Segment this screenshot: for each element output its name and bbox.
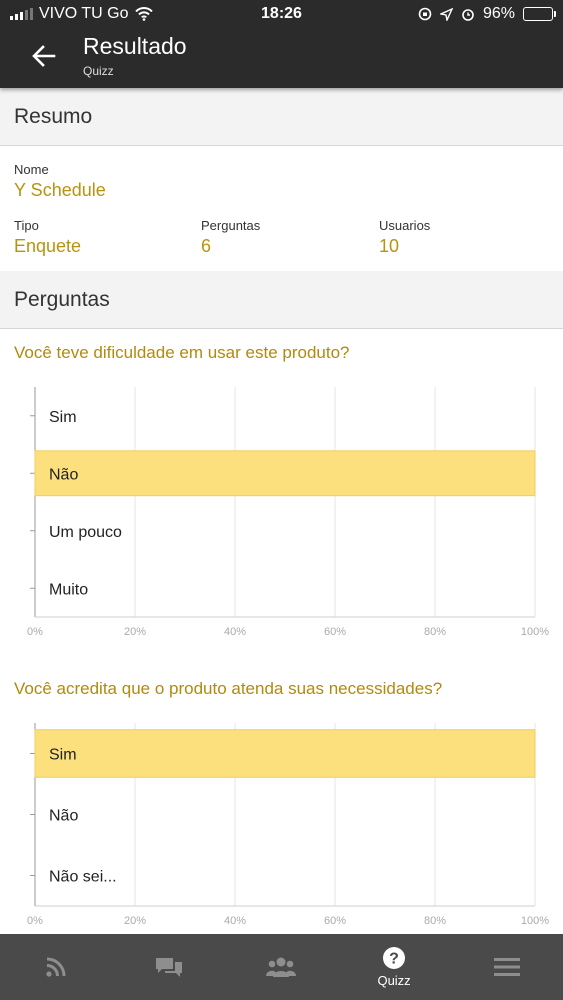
category-label: Sim	[49, 747, 77, 764]
field-usuarios: Usuarios 10	[379, 218, 430, 257]
x-tick-label: 60%	[324, 626, 346, 638]
question-title: Você teve dificuldade em usar este produ…	[14, 343, 350, 362]
users-icon	[266, 957, 297, 977]
nav-feed[interactable]	[0, 934, 113, 1000]
field-perguntas: Perguntas 6	[201, 218, 260, 257]
nome-value: Y Schedule	[14, 180, 106, 200]
svg-text:?: ?	[389, 951, 399, 968]
category-label: Sim	[49, 409, 77, 426]
perguntas-value: 6	[201, 236, 212, 256]
category-label: Um pouco	[49, 524, 122, 541]
carrier-name: VIVO TU Go	[39, 5, 129, 22]
menu-icon	[493, 958, 520, 976]
tipo-value: Enquete	[14, 236, 82, 256]
back-button[interactable]	[26, 38, 62, 74]
summary-heading: Resumo	[0, 88, 563, 146]
battery-icon	[523, 7, 556, 21]
signal-icon	[10, 8, 33, 20]
x-tick-label: 0%	[27, 915, 43, 927]
category-label: Não sei...	[49, 869, 117, 886]
nav-quizz[interactable]: ? Quizz	[338, 934, 451, 1000]
arrow-left-icon	[32, 45, 56, 67]
status-left: VIVO TU Go	[10, 5, 153, 23]
x-tick-label: 80%	[424, 915, 446, 927]
category-label: Não	[49, 808, 78, 825]
nav-users[interactable]	[225, 934, 338, 1000]
field-nome: Nome Y Schedule	[14, 162, 106, 201]
page-subtitle: Quizz	[83, 64, 114, 78]
x-tick-label: 100%	[521, 915, 549, 927]
question-chart: 0% 20% 40% 60% 80% 100% Sim Não Um pouco Muito	[0, 375, 563, 663]
question-title: Você acredita que o produto atenda suas …	[14, 679, 443, 698]
top-bar: VIVO TU Go 18:26 96%	[0, 0, 563, 88]
x-tick-label: 0%	[27, 626, 43, 638]
question-chart: 0% 20% 40% 60% 80% 100% Sim Não Não sei...	[0, 711, 563, 931]
x-tick-label: 40%	[224, 915, 246, 927]
rss-icon	[46, 957, 66, 977]
bar	[34, 450, 536, 497]
nav-chat[interactable]	[113, 934, 226, 1000]
status-time: 18:26	[261, 5, 302, 22]
bottom-nav: ? Quizz	[0, 934, 563, 1000]
question-icon: ?	[383, 947, 406, 969]
x-tick-label: 100%	[521, 626, 549, 638]
x-tick-label: 20%	[124, 626, 146, 638]
usuarios-label: Usuarios	[379, 218, 431, 233]
usuarios-value: 10	[379, 236, 400, 256]
wifi-icon	[134, 7, 153, 21]
bar-chart: 0% 20% 40% 60% 80% 100% Sim Não Não sei...	[27, 723, 549, 927]
summary-panel: Nome Y Schedule Tipo Enquete Perguntas 6…	[0, 146, 563, 271]
nav-menu[interactable]	[450, 934, 563, 1000]
chat-icon	[155, 958, 182, 977]
status-right: 96%	[418, 5, 556, 23]
nav-quizz-label: Quizz	[377, 973, 411, 988]
page-title: Resultado	[83, 33, 187, 59]
alarm-icon	[462, 9, 474, 21]
content-area[interactable]: Resumo Nome Y Schedule Tipo Enquete Perg…	[0, 88, 563, 934]
x-tick-label: 80%	[424, 626, 446, 638]
bar-chart: 0% 20% 40% 60% 80% 100% Sim Não Um pouco Muito	[27, 387, 549, 638]
nome-label: Nome	[14, 162, 49, 177]
category-label: Não	[49, 466, 78, 483]
x-tick-label: 20%	[124, 915, 146, 927]
x-tick-label: 40%	[224, 626, 246, 638]
category-label: Muito	[49, 581, 88, 598]
x-tick-label: 60%	[324, 915, 346, 927]
perguntas-label: Perguntas	[201, 218, 261, 233]
tipo-label: Tipo	[14, 218, 39, 233]
bar	[34, 729, 536, 778]
status-bar: VIVO TU Go 18:26 96%	[0, 0, 563, 30]
location-icon	[439, 7, 453, 21]
questions-heading: Perguntas	[0, 271, 563, 329]
battery-percent: 96%	[482, 5, 515, 22]
field-tipo: Tipo Enquete	[14, 218, 81, 257]
rotation-lock-icon	[418, 7, 432, 21]
